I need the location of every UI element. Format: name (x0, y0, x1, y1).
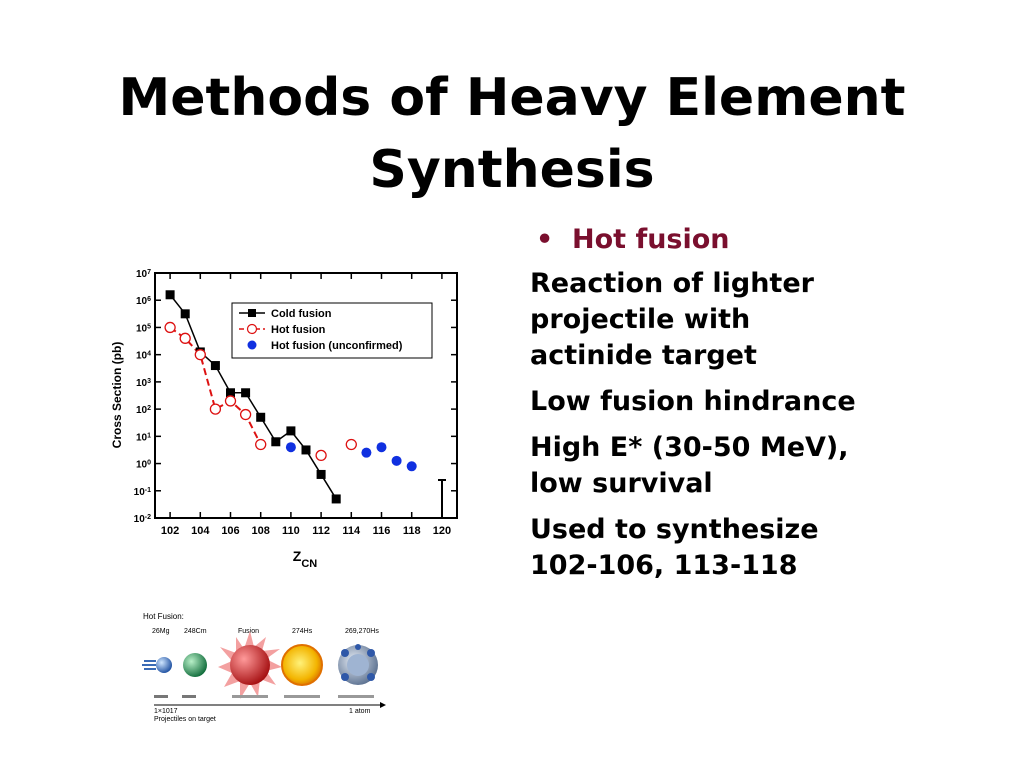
y-tick-label: 104 (136, 350, 151, 362)
y-tick-label: 105 (136, 323, 151, 335)
atom-label: 1 atom (349, 708, 371, 715)
cold-fusion-point (226, 388, 235, 398)
series-marks (164, 290, 417, 504)
x-axis-label: ZCN (293, 548, 318, 570)
paragraph-hindrance: Low fusion hindrance (530, 384, 1010, 420)
hot-fusion-point (179, 332, 191, 344)
shadow-bars (154, 695, 374, 698)
hot-fusion-unconfirmed-point (285, 442, 296, 453)
para1-line2: projectile with (530, 304, 751, 335)
hot-fusion-point (255, 438, 267, 451)
residue-nucleus-icon (338, 644, 378, 685)
arrow-head-icon (380, 702, 386, 708)
y-tick-label: 10-2 (134, 514, 151, 526)
y-tick-label: 103 (136, 377, 151, 389)
legend-hot: Hot fusion (271, 324, 326, 336)
hot-fusion-point (315, 449, 327, 462)
paragraph-excitation: High E* (30-50 MeV), low survival (530, 430, 1010, 502)
x-tick-label: 114 (342, 525, 361, 537)
cold-fusion-point (286, 426, 296, 436)
label-fusion: Fusion (238, 628, 259, 635)
cold-fusion-point (271, 437, 281, 447)
legend: Cold fusion Hot fusion Hot fusion (uncon… (231, 302, 433, 359)
x-tick-label: 120 (433, 525, 451, 537)
fusion-burst-icon (218, 631, 282, 699)
bullet-heading: Hot fusion (572, 224, 730, 255)
y-tick-label: 10-1 (134, 486, 151, 498)
para4-line2: 102-106, 113-118 (530, 550, 798, 581)
paragraph-usage: Used to synthesize 102-106, 113-118 (530, 512, 1010, 584)
paragraph-reaction: Reaction of lighter projectile with acti… (530, 266, 1010, 374)
hot-fusion-unconfirmed-point (376, 442, 387, 453)
target-nucleus-icon (183, 653, 207, 677)
label-cm: 248Cm (184, 628, 207, 635)
projectile-icon (142, 657, 172, 673)
cold-fusion-point (241, 388, 251, 398)
hot-fusion-point (194, 349, 206, 361)
legend-cold: Cold fusion (271, 308, 332, 320)
legend-square-icon (248, 309, 256, 317)
para4-line1: Used to synthesize (530, 514, 819, 545)
count-label: 1×1017 (154, 708, 178, 715)
hot-fusion-point (224, 395, 237, 407)
hot-fusion-diagram: Hot Fusion: 26Mg 248Cm Fusion 274Hs 269,… (142, 612, 386, 723)
y-tick-label: 102 (136, 405, 151, 417)
cold-fusion-point (165, 290, 175, 300)
x-tick-label: 112 (312, 525, 330, 537)
hot-fusion-unconfirmed-point (391, 455, 402, 466)
hot-fusion-point (239, 408, 252, 421)
title-line-2: Synthesis (369, 140, 655, 200)
para3-line2: low survival (530, 468, 713, 499)
hot-fusion-point (209, 403, 222, 415)
cold-fusion-point (180, 309, 190, 319)
cross-section-chart: 102 104 106 108 110 112 114 116 118 120 10-2 10-1 10… (110, 269, 458, 570)
y-tick-label: 100 (136, 459, 151, 471)
hot-fusion-point (164, 321, 176, 334)
x-tick-label: 106 (221, 525, 239, 537)
error-bar (438, 479, 446, 518)
label-hs274: 274Hs (292, 628, 313, 635)
hot-fusion-unconfirmed-point (361, 447, 372, 458)
cold-fusion-point (256, 412, 266, 422)
para1-line3: actinide target (530, 340, 757, 371)
legend-unconfirmed: Hot fusion (unconfirmed) (271, 340, 403, 352)
hot-fusion-unconfirmed-point (406, 461, 417, 472)
slide-title: Methods of Heavy Element Synthesis (0, 62, 1024, 206)
cold-fusion-point (301, 445, 311, 455)
x-tick-label: 116 (373, 525, 391, 537)
x-tick-label: 118 (403, 525, 421, 537)
x-tick-label: 102 (161, 525, 179, 537)
bullet-hot-fusion: • Hot fusion (530, 222, 1010, 258)
projectiles-label: Projectiles on target (154, 716, 216, 723)
axis-ticks: 102 104 106 108 110 112 114 116 118 120 10-2 10-1 10… (134, 269, 457, 537)
cold-fusion-point (210, 361, 220, 371)
x-tick-label: 110 (282, 525, 300, 537)
diagram-heading: Hot Fusion: (143, 612, 184, 621)
x-tick-label: 104 (191, 525, 210, 537)
cold-fusion-point (331, 494, 341, 504)
y-tick-label: 101 (136, 432, 151, 444)
hot-fusion-point (345, 438, 357, 451)
x-tick-label: 108 (252, 525, 270, 537)
para1-line1: Reaction of lighter (530, 268, 814, 299)
bullet-list: • Hot fusion Reaction of lighter project… (530, 222, 1010, 594)
bullet-dot-icon: • (536, 224, 554, 255)
y-tick-label: 107 (136, 269, 151, 281)
para2-line1: Low fusion hindrance (530, 386, 856, 417)
y-tick-label: 106 (136, 296, 151, 308)
label-mg: 26Mg (152, 628, 170, 635)
para3-line1: High E* (30-50 MeV), (530, 432, 849, 463)
legend-dot-icon (247, 340, 257, 350)
title-line-1: Methods of Heavy Element (118, 68, 906, 128)
legend-circle-icon (246, 323, 258, 335)
compound-nucleus-icon (281, 644, 323, 686)
y-axis-label: Cross Section (pb) (110, 342, 124, 449)
label-hs269: 269,270Hs (345, 628, 379, 635)
cold-fusion-point (316, 469, 326, 479)
